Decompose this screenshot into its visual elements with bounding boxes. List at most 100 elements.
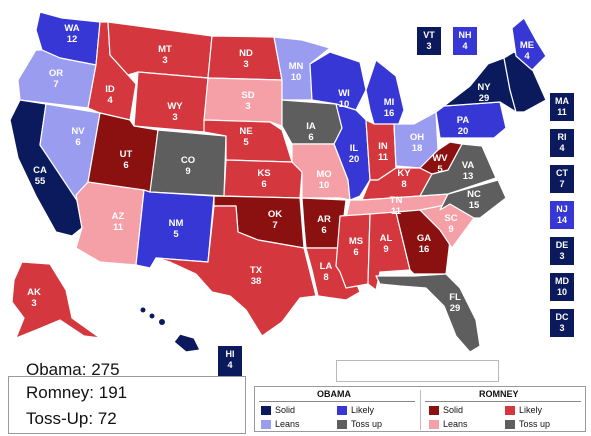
callout-label: NH [458, 30, 472, 40]
state-TX[interactable] [155, 205, 317, 337]
callout-DC[interactable]: DC 3 [550, 309, 574, 337]
callout-NJ[interactable]: NJ 14 [550, 201, 574, 229]
state-FL[interactable] [375, 273, 481, 353]
state-AK[interactable] [11, 261, 101, 339]
state-IL[interactable] [333, 103, 371, 201]
state-WV[interactable] [419, 141, 463, 175]
legend-obama-header: OBAMA [317, 389, 351, 399]
legend-label: Toss up [519, 419, 551, 429]
callout-RI[interactable]: RI 4 [550, 129, 574, 157]
label-ME: ME 4 [520, 40, 534, 62]
hawaii-island [149, 313, 155, 319]
legend-obama-solid: Solid [261, 405, 295, 416]
callout-value: 4 [559, 143, 565, 153]
state-AZ[interactable] [75, 181, 145, 266]
legend-obama-leans: Leans [261, 419, 300, 430]
label-TX: TX 38 [250, 265, 263, 287]
swatch-romney-solid [429, 406, 439, 416]
obama-total: Obama: 275 [26, 360, 120, 379]
state-ME[interactable] [511, 17, 547, 71]
state-HI[interactable] [173, 333, 201, 353]
callout-VT[interactable]: VT 3 [417, 27, 441, 55]
label-IN: IN 11 [378, 141, 389, 163]
romney-total: Romney: 191 [26, 383, 128, 402]
callout-value: 11 [557, 107, 567, 117]
callout-value: 4 [462, 41, 468, 51]
swatch-obama-likely [337, 406, 347, 416]
callout-label: DC [555, 312, 569, 322]
tossup-total: Toss-Up: 72 [26, 409, 117, 428]
callout-NH[interactable]: NH 4 [453, 27, 477, 55]
label-SD: SD 3 [241, 90, 254, 112]
state-MI[interactable] [365, 59, 405, 127]
legend-romney-likely: Likely [505, 405, 543, 416]
label-LA: LA 8 [320, 261, 333, 283]
label-VA: VA 13 [462, 160, 475, 182]
legend-toss-up-left: Toss up [337, 419, 382, 430]
callout-value: 3 [426, 41, 432, 51]
legend-romney-header: ROMNEY [479, 389, 519, 399]
legend-divider [425, 401, 581, 402]
legend-divider [259, 401, 415, 402]
label-ID: ID 4 [105, 84, 115, 106]
swatch-obama-leans [261, 420, 271, 430]
callout-MD[interactable]: MD 10 [550, 273, 574, 301]
totals-panel: Romney: 191 Toss-Up: 72 [8, 376, 246, 434]
callout-value: 14 [556, 215, 567, 225]
callout-MA[interactable]: MA 11 [550, 93, 574, 121]
state-WI[interactable] [309, 51, 367, 111]
label-NY: NY 29 [477, 82, 491, 104]
callout-label: HI [225, 349, 235, 359]
state-PA[interactable] [435, 101, 507, 139]
callout-label: MD [555, 276, 569, 286]
label-WI: WI 10 [338, 88, 350, 110]
label-KS: KS 6 [257, 168, 270, 190]
state-SD[interactable] [203, 77, 283, 127]
legend-separator [420, 390, 421, 430]
legend-romney-solid: Solid [429, 405, 464, 416]
callout-label: MA [555, 96, 569, 106]
label-AR: AR 6 [317, 214, 331, 236]
label-CO: CO 9 [181, 155, 195, 177]
swatch-toss-up [505, 420, 515, 430]
label-NV: NV 6 [71, 126, 85, 148]
legend-label: Likely [351, 405, 375, 415]
legend-romney-leans: Leans [429, 419, 468, 430]
legend-obama-likely: Likely [337, 405, 375, 416]
callout-DE[interactable]: DE 3 [550, 237, 574, 265]
callout-CT[interactable]: CT 7 [550, 165, 574, 193]
legend-label: Leans [443, 419, 468, 429]
label-UT: UT 6 [120, 149, 133, 171]
label-KY: KY 8 [397, 168, 411, 190]
swatch-obama-solid [261, 406, 271, 416]
hawaii-island [159, 319, 165, 325]
state-NM[interactable] [135, 189, 215, 269]
swatch-romney-leans [429, 420, 439, 430]
label-MI: MI 16 [384, 97, 395, 119]
label-AL: AL 9 [380, 233, 393, 255]
hawaii-island [140, 307, 146, 313]
legend-label: Leans [275, 419, 300, 429]
label-PA: PA 20 [457, 115, 470, 137]
legend-label: Likely [519, 405, 543, 415]
label-NE: NE 5 [239, 126, 252, 148]
state-KS[interactable] [223, 159, 303, 199]
swatch-toss-up [337, 420, 347, 430]
label-IA: IA 6 [306, 121, 316, 143]
callout-HI[interactable]: HI 4 [218, 346, 242, 376]
search-input[interactable] [336, 360, 499, 382]
label-NC: NC 15 [467, 189, 481, 211]
callout-value: 10 [556, 287, 567, 297]
legend-label: Solid [443, 405, 464, 415]
callout-label: NJ [556, 204, 568, 214]
label-OH: OH 18 [410, 132, 424, 154]
callout-label: RI [557, 132, 567, 142]
legend-toss-up-right: Toss up [505, 419, 551, 430]
label-CA: CA 55 [33, 165, 47, 187]
label-WV: WV 5 [432, 153, 448, 175]
label-GA: GA 16 [417, 233, 431, 255]
callout-label: CT [556, 168, 568, 178]
label-OR: OR 7 [49, 68, 63, 90]
label-WA: WA 12 [64, 23, 79, 45]
